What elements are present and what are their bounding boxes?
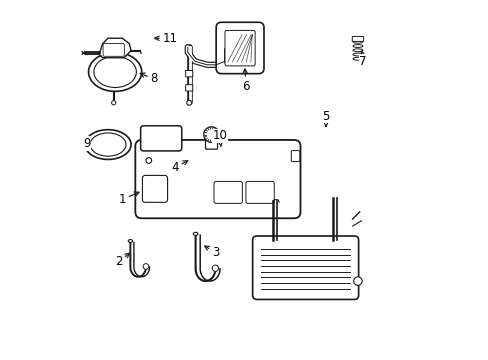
Text: 11: 11 [154, 32, 177, 45]
FancyBboxPatch shape [185, 85, 192, 91]
Ellipse shape [88, 53, 142, 91]
Text: 8: 8 [140, 72, 158, 85]
Circle shape [212, 265, 218, 271]
Ellipse shape [352, 40, 362, 43]
FancyBboxPatch shape [224, 31, 255, 66]
FancyBboxPatch shape [103, 44, 124, 56]
Ellipse shape [193, 232, 198, 235]
Ellipse shape [352, 45, 362, 48]
FancyBboxPatch shape [185, 71, 192, 77]
Ellipse shape [352, 49, 362, 52]
Ellipse shape [128, 239, 132, 242]
Ellipse shape [352, 57, 362, 60]
Circle shape [186, 100, 191, 105]
FancyBboxPatch shape [252, 236, 358, 300]
Circle shape [203, 127, 219, 143]
Text: 2: 2 [115, 253, 129, 268]
FancyBboxPatch shape [245, 181, 274, 203]
FancyBboxPatch shape [351, 36, 363, 41]
FancyBboxPatch shape [205, 137, 217, 149]
Text: 1: 1 [118, 192, 139, 206]
FancyBboxPatch shape [135, 140, 300, 218]
Ellipse shape [94, 56, 136, 87]
Ellipse shape [352, 53, 362, 56]
Text: 5: 5 [322, 110, 329, 126]
Text: 9: 9 [83, 137, 90, 150]
Text: 3: 3 [204, 246, 219, 259]
Ellipse shape [90, 133, 126, 156]
Text: 6: 6 [242, 69, 249, 93]
Circle shape [143, 264, 148, 269]
Text: 7: 7 [359, 51, 366, 68]
Text: 10: 10 [212, 129, 226, 146]
Circle shape [145, 158, 151, 163]
FancyBboxPatch shape [141, 126, 182, 151]
FancyBboxPatch shape [142, 175, 167, 202]
Circle shape [111, 100, 116, 105]
FancyBboxPatch shape [216, 22, 264, 74]
FancyBboxPatch shape [214, 181, 242, 203]
Polygon shape [99, 38, 131, 58]
Ellipse shape [85, 130, 131, 159]
FancyBboxPatch shape [291, 150, 299, 162]
Circle shape [353, 277, 362, 285]
Text: 4: 4 [171, 161, 187, 174]
